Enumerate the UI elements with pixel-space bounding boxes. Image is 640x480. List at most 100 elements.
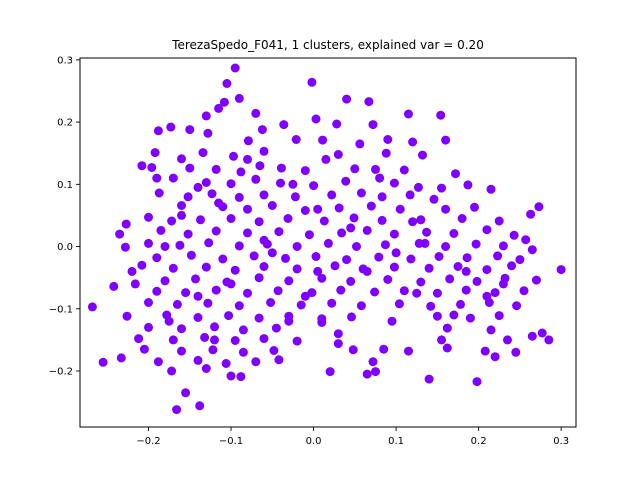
- data-point: [226, 371, 236, 381]
- data-point: [210, 322, 219, 332]
- data-point: [230, 336, 240, 345]
- data-point: [195, 401, 205, 411]
- data-point: [175, 240, 185, 250]
- data-point: [304, 230, 314, 240]
- data-point: [341, 176, 351, 186]
- data-point: [486, 325, 496, 335]
- data-point: [226, 279, 236, 289]
- data-point: [251, 174, 261, 184]
- data-point: [238, 347, 248, 357]
- data-point: [251, 108, 261, 118]
- data-point: [160, 242, 170, 251]
- data-point: [211, 285, 221, 295]
- data-point: [292, 242, 302, 251]
- data-point: [122, 311, 132, 321]
- data-point: [370, 287, 380, 297]
- data-point: [399, 165, 409, 175]
- data-point: [266, 298, 276, 307]
- data-point: [193, 291, 203, 301]
- data-point: [172, 299, 182, 309]
- data-point: [236, 167, 246, 177]
- data-point: [347, 312, 356, 322]
- data-point: [276, 178, 285, 188]
- y-tick-label: −0.2: [49, 366, 73, 377]
- data-point: [201, 111, 211, 121]
- data-point: [284, 276, 294, 286]
- data-point: [544, 335, 554, 345]
- data-point: [451, 169, 460, 179]
- points-layer: [87, 63, 566, 415]
- data-point: [368, 357, 378, 367]
- x-tick-label: 0.3: [553, 436, 569, 447]
- data-point: [346, 223, 356, 233]
- data-point: [281, 253, 290, 263]
- data-point: [472, 377, 482, 387]
- data-point: [243, 154, 252, 164]
- data-point: [167, 216, 177, 226]
- plot-frame: [79, 57, 577, 428]
- data-point: [130, 279, 140, 289]
- data-point: [327, 190, 337, 200]
- data-point: [234, 241, 244, 251]
- data-point: [493, 251, 503, 261]
- data-point: [368, 120, 378, 130]
- data-point: [210, 335, 219, 345]
- data-point: [139, 344, 149, 354]
- y-tick-label: 0.1: [57, 180, 73, 191]
- data-point: [383, 275, 393, 284]
- data-point: [160, 276, 170, 286]
- data-point: [259, 190, 269, 200]
- data-point: [432, 288, 442, 298]
- data-point: [356, 301, 366, 311]
- data-point: [193, 355, 203, 365]
- data-point: [498, 279, 508, 289]
- data-point: [364, 97, 374, 107]
- data-point: [200, 332, 210, 342]
- data-point: [156, 225, 166, 235]
- data-point: [177, 346, 186, 356]
- data-point: [267, 248, 277, 258]
- y-tick-label: 0.2: [57, 118, 73, 129]
- data-point: [211, 226, 221, 236]
- data-point: [134, 334, 144, 344]
- data-point: [120, 242, 130, 252]
- data-point: [234, 301, 244, 311]
- data-point: [463, 180, 473, 190]
- data-point: [461, 285, 471, 295]
- data-point: [432, 311, 442, 321]
- data-point: [321, 154, 331, 164]
- data-point: [251, 357, 261, 367]
- data-point: [511, 347, 521, 357]
- data-point: [207, 189, 217, 199]
- data-point: [219, 97, 229, 107]
- data-point: [389, 178, 399, 188]
- data-point: [229, 151, 238, 161]
- data-point: [283, 214, 293, 223]
- data-point: [456, 299, 465, 309]
- data-point: [154, 188, 164, 198]
- data-point: [127, 266, 137, 276]
- y-tick-label: −0.1: [49, 304, 73, 315]
- data-point: [144, 212, 153, 222]
- data-point: [153, 357, 163, 367]
- data-point: [300, 166, 310, 176]
- data-point: [300, 291, 310, 301]
- data-point: [296, 300, 306, 310]
- data-point: [318, 135, 328, 145]
- data-point: [413, 182, 423, 192]
- data-point: [259, 146, 269, 156]
- data-point: [323, 238, 333, 248]
- data-point: [424, 374, 434, 384]
- data-point: [441, 242, 451, 251]
- data-point: [221, 359, 231, 368]
- data-point: [177, 201, 186, 210]
- x-tick-label: −0.2: [136, 436, 160, 447]
- data-point: [226, 179, 236, 189]
- data-point: [153, 126, 163, 136]
- data-point: [472, 276, 482, 286]
- data-point: [311, 114, 321, 124]
- data-point: [292, 264, 302, 274]
- data-point: [449, 310, 459, 320]
- data-point: [352, 242, 361, 251]
- data-point: [512, 301, 522, 311]
